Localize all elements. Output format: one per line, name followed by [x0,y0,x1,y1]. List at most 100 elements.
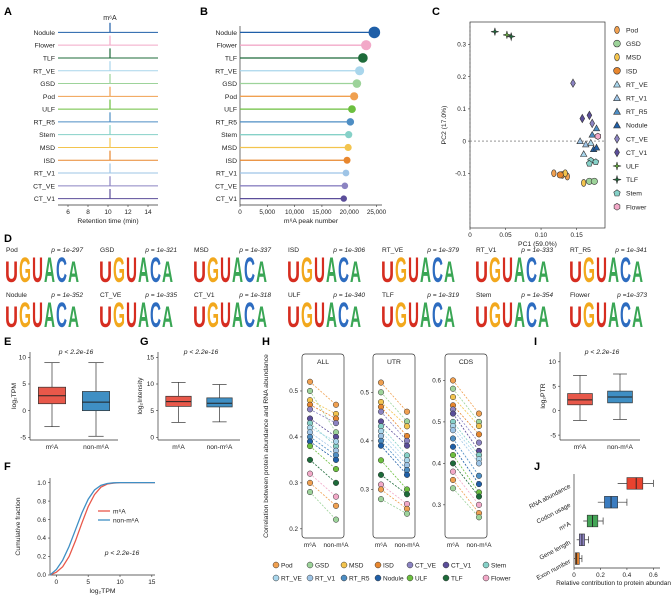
d-motif-letter: G [19,250,31,290]
h-pair-line [452,471,480,506]
d-motif-letter: U [99,256,112,289]
c-point [570,78,576,88]
h-panel-title: CDS [459,359,474,366]
i-tick-label: -5 [550,432,556,439]
c-point [586,110,593,121]
h-tick-label: 0.4 [289,434,298,441]
h-point [332,456,340,463]
c-point [585,160,593,167]
h-point [449,443,457,450]
d-motif-letter: G [395,295,407,335]
g-category-label: non-m⁶A [207,444,233,451]
b-category-label: Pod [225,94,237,101]
d-motif-letter: U [569,301,582,334]
b-point [368,26,381,39]
h-category-label: non-m⁶A [394,542,420,549]
h-panel-frame [444,353,488,539]
h-pair-line [452,396,480,427]
d-p-value: p = 1e-318 [238,292,271,299]
b-category-label: ULF [224,107,237,114]
h-pair-line [380,426,408,456]
d-motif-letter: C [526,295,537,335]
a-tick-label: 10 [104,209,112,216]
h-legend-marker [482,574,490,582]
h-legend-marker [442,561,450,569]
d-motif-letter: G [207,295,219,335]
c-tick-label: 0 [462,138,466,145]
b-point [348,105,356,114]
d-motif-letter: C [620,250,631,290]
d-p-value: p = 1e-340 [332,292,365,299]
h-point [403,423,411,430]
h-tick-label: 0.3 [360,487,369,494]
f-tick-label: 5 [86,579,90,586]
h-pair-line [380,440,408,471]
h-pair-line [452,413,480,452]
h-legend-label: Flower [491,575,511,582]
h-point [475,422,483,430]
panel-label-e: E [4,336,11,348]
h-legend-label: CT_VE [415,562,437,569]
d-sample-label: MSD [194,247,209,254]
h-pair-line [452,409,480,443]
h-point [403,408,411,415]
b-point [361,40,372,51]
h-legend-label: RT_R5 [349,575,370,582]
i-annotation: p < 2.2e-16 [584,349,620,356]
h-legend-marker [374,574,382,582]
b-x-label: m⁶A peak number [284,218,339,225]
h-pair-line [452,454,480,493]
h-legend-marker [340,561,348,569]
h-pair-line [380,411,408,442]
h-pair-line [380,401,408,427]
j-tick-label: 0 [572,572,576,579]
d-motif-letter: A [538,301,549,334]
b-point [346,118,355,126]
d-motif-letter: U [5,256,18,289]
h-point [332,438,340,445]
d-motif-letter: U [408,295,419,335]
panel-label-b: B [200,6,208,18]
b-category-label: Nodule [215,30,237,37]
d-sample-label: Stem [476,292,492,299]
c-legend-label: CT_V1 [626,150,647,157]
c-legend-marker [613,203,621,211]
d-motif-letter: A [326,295,337,335]
d-motif-letter: C [150,250,161,290]
e-y-label: log₂TPM [11,383,18,409]
h-legend-marker [374,561,382,569]
h-legend-label: ULF [415,575,427,582]
panel-b: Nodule Flower TLF RT_VE GSD Pod ULF RT_R5 Stem MS… [215,26,387,225]
h-point [332,479,340,486]
d-motif-letter: C [244,295,255,335]
d-motif-letter: C [244,250,255,290]
d-motif-letter: A [608,295,619,335]
i-box [567,393,593,406]
e-tick-label: 0 [22,408,26,415]
d-motif-letter: A [420,295,431,335]
d-motif-letter: C [432,250,443,290]
c-legend-label: TLF [626,177,638,184]
panel-label-f: F [4,461,11,473]
a-track-label: CT_V1 [34,196,55,203]
d-p-value: p = 1e-333 [520,247,553,254]
d-motif-letter: A [632,256,643,289]
c-point [581,179,587,187]
b-category-label: Flower [217,43,238,50]
a-track-label: GSD [40,81,55,88]
d-sample-label: Pod [6,247,18,254]
d-motif-letter: U [381,256,394,289]
h-pair-line [380,484,408,505]
d-p-value: p = 1e-341 [614,247,647,254]
c-legend-label: RT_VE [626,82,648,89]
h-tick-label: 0.4 [432,461,441,468]
c-tick-label: -0.1 [455,170,466,177]
c-legend-label: GSD [626,41,641,48]
b-point [341,182,349,190]
a-title: m⁶A [103,15,117,22]
h-panel-frame [372,353,416,539]
h-pair-line [309,390,337,433]
d-p-value: p = 1e-379 [426,247,459,254]
panel-g: 0 5 10 15 p < 2.2e-16 m⁶A non-m⁶A log₂Intensity [137,349,240,451]
d-motif-letter: A [162,256,173,289]
